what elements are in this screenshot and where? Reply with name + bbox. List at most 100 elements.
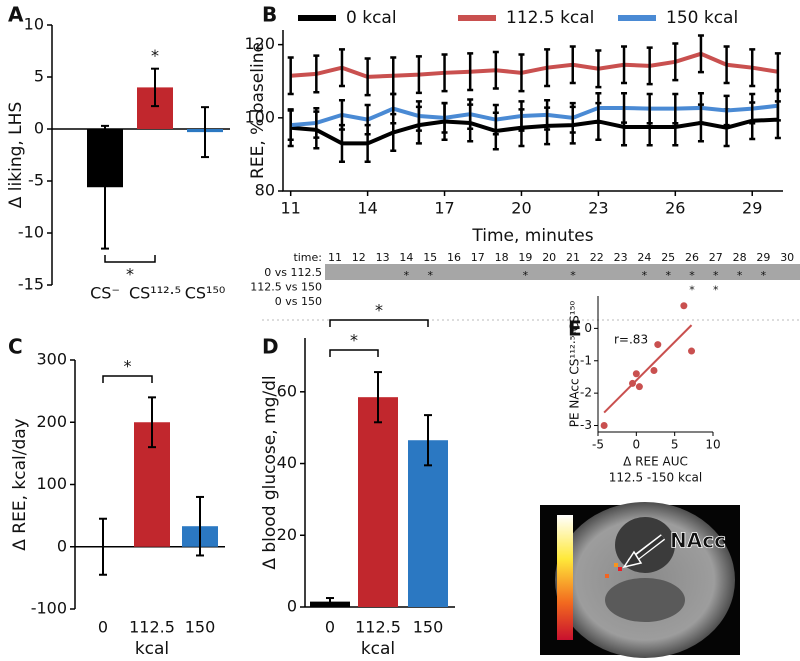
panel-label: D xyxy=(262,335,279,359)
table-time: 28 xyxy=(733,251,747,264)
table-row-label: 112.5 vs 150 xyxy=(250,281,322,294)
legend-label: 0 kcal xyxy=(346,8,397,28)
error-bar xyxy=(467,98,474,131)
table-cell: * xyxy=(570,269,576,282)
x-axis-label: Time, minutes xyxy=(471,226,593,246)
x-tick-label: 0 xyxy=(633,438,641,452)
y-tick-label: 0 xyxy=(584,321,592,335)
table-highlight xyxy=(325,264,800,280)
significance-label: * xyxy=(350,331,358,350)
point xyxy=(654,341,662,349)
panel-label: A xyxy=(8,3,24,27)
error-bar xyxy=(364,103,371,136)
table-row-label: 0 vs 112.5 xyxy=(264,266,322,279)
y-tick-label: 5 xyxy=(34,67,44,86)
error-bar xyxy=(338,99,345,131)
error-bar xyxy=(544,99,551,131)
table-cell: * xyxy=(737,269,743,282)
y-tick-label: 100 xyxy=(244,107,275,126)
error-bar xyxy=(338,48,345,88)
error-bar xyxy=(415,100,422,132)
table-cell: * xyxy=(427,269,433,282)
brain-structure xyxy=(605,578,685,622)
y-tick-label: -100 xyxy=(31,599,67,618)
y-tick-label: 0 xyxy=(34,119,44,138)
significance-marker: * xyxy=(151,46,159,65)
axes xyxy=(597,296,713,433)
y-tick-label: 60 xyxy=(277,381,297,400)
y-axis-label: REE, % baseline xyxy=(248,42,268,179)
activation xyxy=(618,567,622,571)
series-line xyxy=(290,103,779,128)
table-cell: * xyxy=(713,269,719,282)
x-axis-label: Δ REE AUC xyxy=(623,455,688,469)
table-time: 11 xyxy=(328,251,342,264)
y-tick-label: 300 xyxy=(36,350,67,369)
table-time: 27 xyxy=(709,251,723,264)
significance-bracket xyxy=(104,255,156,263)
table-time: 22 xyxy=(590,251,604,264)
table-time: 19 xyxy=(518,251,532,264)
error-bar xyxy=(749,48,756,88)
significance-label: * xyxy=(124,357,132,376)
table-time: 25 xyxy=(661,251,675,264)
brain-image: NAcc xyxy=(540,502,740,658)
error-bar xyxy=(595,49,602,89)
error-bar xyxy=(390,92,397,125)
y-tick-label: 120 xyxy=(244,34,275,53)
annotation: r=.83 xyxy=(614,333,648,347)
y-tick-label: 10 xyxy=(24,15,44,34)
error-bar xyxy=(723,94,730,127)
x-tick-label: -5 xyxy=(592,438,604,452)
error-bar xyxy=(595,92,602,124)
table-cell: * xyxy=(404,269,410,282)
error-bar xyxy=(313,107,320,139)
table-time: 26 xyxy=(685,251,699,264)
error-bar xyxy=(621,45,628,85)
y-axis-label: Δ liking, LHS xyxy=(6,102,26,208)
x-tick-label: 112.5 xyxy=(355,618,401,637)
table-time: 23 xyxy=(614,251,628,264)
x-tick-label: CS¹¹²·⁵ xyxy=(129,284,181,303)
fit-line xyxy=(603,324,693,414)
error-bar xyxy=(518,100,525,132)
x-tick-label: 150 xyxy=(413,618,444,637)
error-bar xyxy=(441,53,448,93)
activation xyxy=(605,574,609,578)
y-tick-label: 80 xyxy=(255,181,275,200)
point xyxy=(600,422,608,430)
error-bar xyxy=(544,48,551,88)
y-tick-label: -10 xyxy=(18,223,44,242)
y-tick-label: -15 xyxy=(18,275,44,294)
y-tick-label: 200 xyxy=(36,412,67,431)
table-time: 24 xyxy=(637,251,651,264)
x-tick-label: 11 xyxy=(281,199,301,218)
point xyxy=(688,347,696,355)
x-tick-label: 0 xyxy=(98,618,108,637)
significance-bracket xyxy=(329,349,379,357)
error-bar xyxy=(774,89,781,122)
significance-label: * xyxy=(126,265,134,284)
error-bar xyxy=(518,53,525,93)
y-tick-label: -1 xyxy=(580,353,592,367)
brain-ventricle xyxy=(615,517,675,573)
y-axis-label: Δ blood glucose, mg/dl xyxy=(260,375,280,569)
table-time: 14 xyxy=(399,251,413,264)
table-time: 20 xyxy=(542,251,556,264)
series-line xyxy=(290,117,778,146)
table-cell: * xyxy=(761,269,767,282)
error-bar xyxy=(287,56,294,96)
table-row-label: 0 vs 150 xyxy=(275,295,322,308)
error-bar xyxy=(672,42,679,82)
error-bar xyxy=(313,54,320,94)
point xyxy=(629,379,636,387)
y-tick-label: 0 xyxy=(287,597,297,616)
error-bar xyxy=(621,92,628,124)
x-axis-label: kcal xyxy=(361,639,395,659)
table-cell: * xyxy=(665,269,671,282)
x-tick-label: 150 xyxy=(185,618,216,637)
x-tick-label: 26 xyxy=(665,199,685,218)
activation xyxy=(614,563,618,567)
x-tick-label: 23 xyxy=(588,199,608,218)
y-tick-label: -5 xyxy=(28,171,44,190)
